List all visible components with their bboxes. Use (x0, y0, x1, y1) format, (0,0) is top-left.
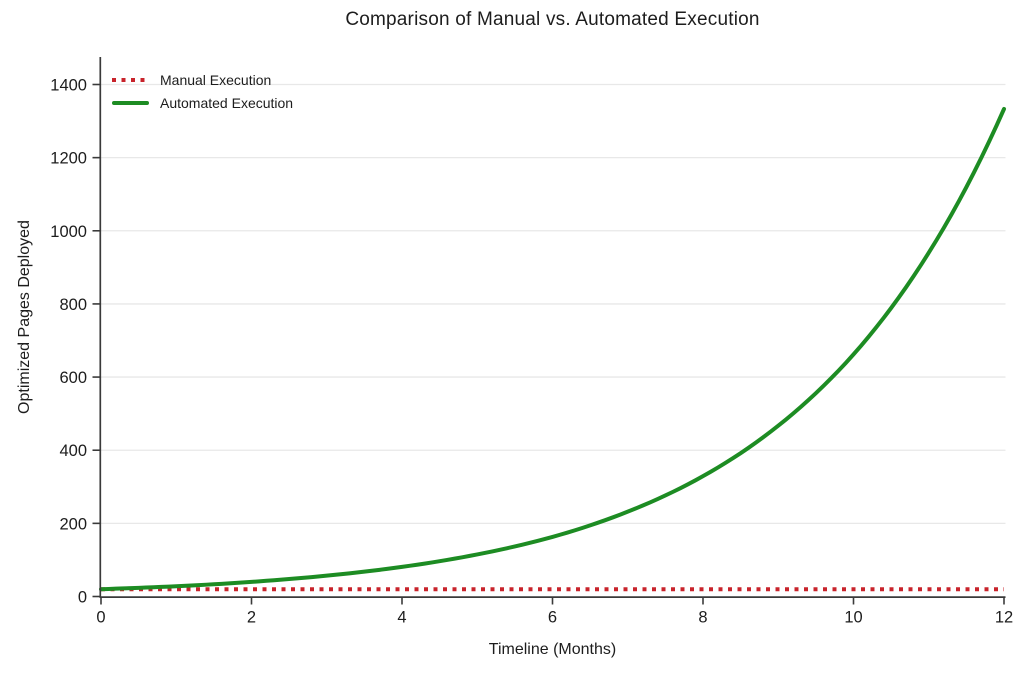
y-axis-label: Optimized Pages Deployed (16, 220, 33, 414)
tick-marks (92, 83, 1005, 605)
x-tick-label: 2 (247, 609, 256, 627)
legend: Manual Execution Automated Execution (112, 71, 293, 112)
x-tick-label: 4 (397, 609, 406, 627)
automated-execution-line (99, 107, 1006, 592)
legend-label-manual: Manual Execution (160, 72, 272, 88)
axis-spines (99, 57, 1006, 598)
y-tick-label: 1200 (50, 150, 87, 168)
y-tick-label: 400 (59, 442, 87, 460)
legend-label-automated: Automated Execution (160, 95, 294, 111)
chart-title: Comparison of Manual vs. Automated Execu… (345, 9, 760, 30)
y-tick-label: 1000 (50, 223, 87, 241)
manual-dotted-line-swatch-icon (112, 78, 149, 82)
x-tick-label: 10 (844, 609, 862, 627)
y-tick-label: 0 (78, 589, 87, 607)
x-tick-label: 12 (995, 609, 1013, 627)
legend-item-automated: Automated Execution (112, 94, 293, 112)
x-axis-label: Timeline (Months) (488, 641, 617, 658)
y-tick-label: 200 (59, 515, 87, 533)
tick-labels: 0 200 400 600 800 1000 1200 1400 0 2 4 6 8 10 12 (50, 77, 1013, 627)
y-tick-label: 800 (59, 296, 87, 314)
series-lines (99, 107, 1006, 592)
y-tick-label: 600 (59, 369, 87, 387)
gridlines (100, 83, 1006, 525)
legend-item-manual: Manual Execution (112, 71, 293, 89)
automated-solid-line-swatch-icon (112, 100, 149, 106)
x-tick-label: 0 (96, 609, 105, 627)
x-tick-label: 8 (698, 609, 707, 627)
y-tick-label: 1400 (50, 77, 87, 95)
x-tick-label: 6 (548, 609, 557, 627)
